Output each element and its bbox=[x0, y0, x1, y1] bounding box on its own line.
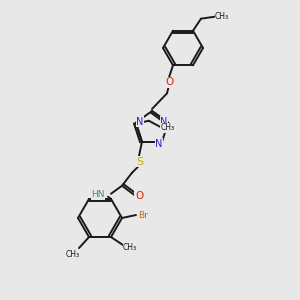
Text: S: S bbox=[136, 157, 144, 167]
Text: O: O bbox=[166, 77, 174, 87]
Text: N: N bbox=[160, 117, 168, 127]
Text: Br: Br bbox=[138, 211, 148, 220]
Text: O: O bbox=[135, 191, 143, 201]
Text: CH₃: CH₃ bbox=[161, 123, 175, 132]
Text: N: N bbox=[136, 117, 143, 127]
Text: CH₃: CH₃ bbox=[66, 250, 80, 259]
Text: CH₃: CH₃ bbox=[123, 243, 137, 252]
Text: N: N bbox=[155, 139, 163, 149]
Text: CH₃: CH₃ bbox=[215, 12, 229, 21]
Text: HN: HN bbox=[92, 190, 105, 199]
